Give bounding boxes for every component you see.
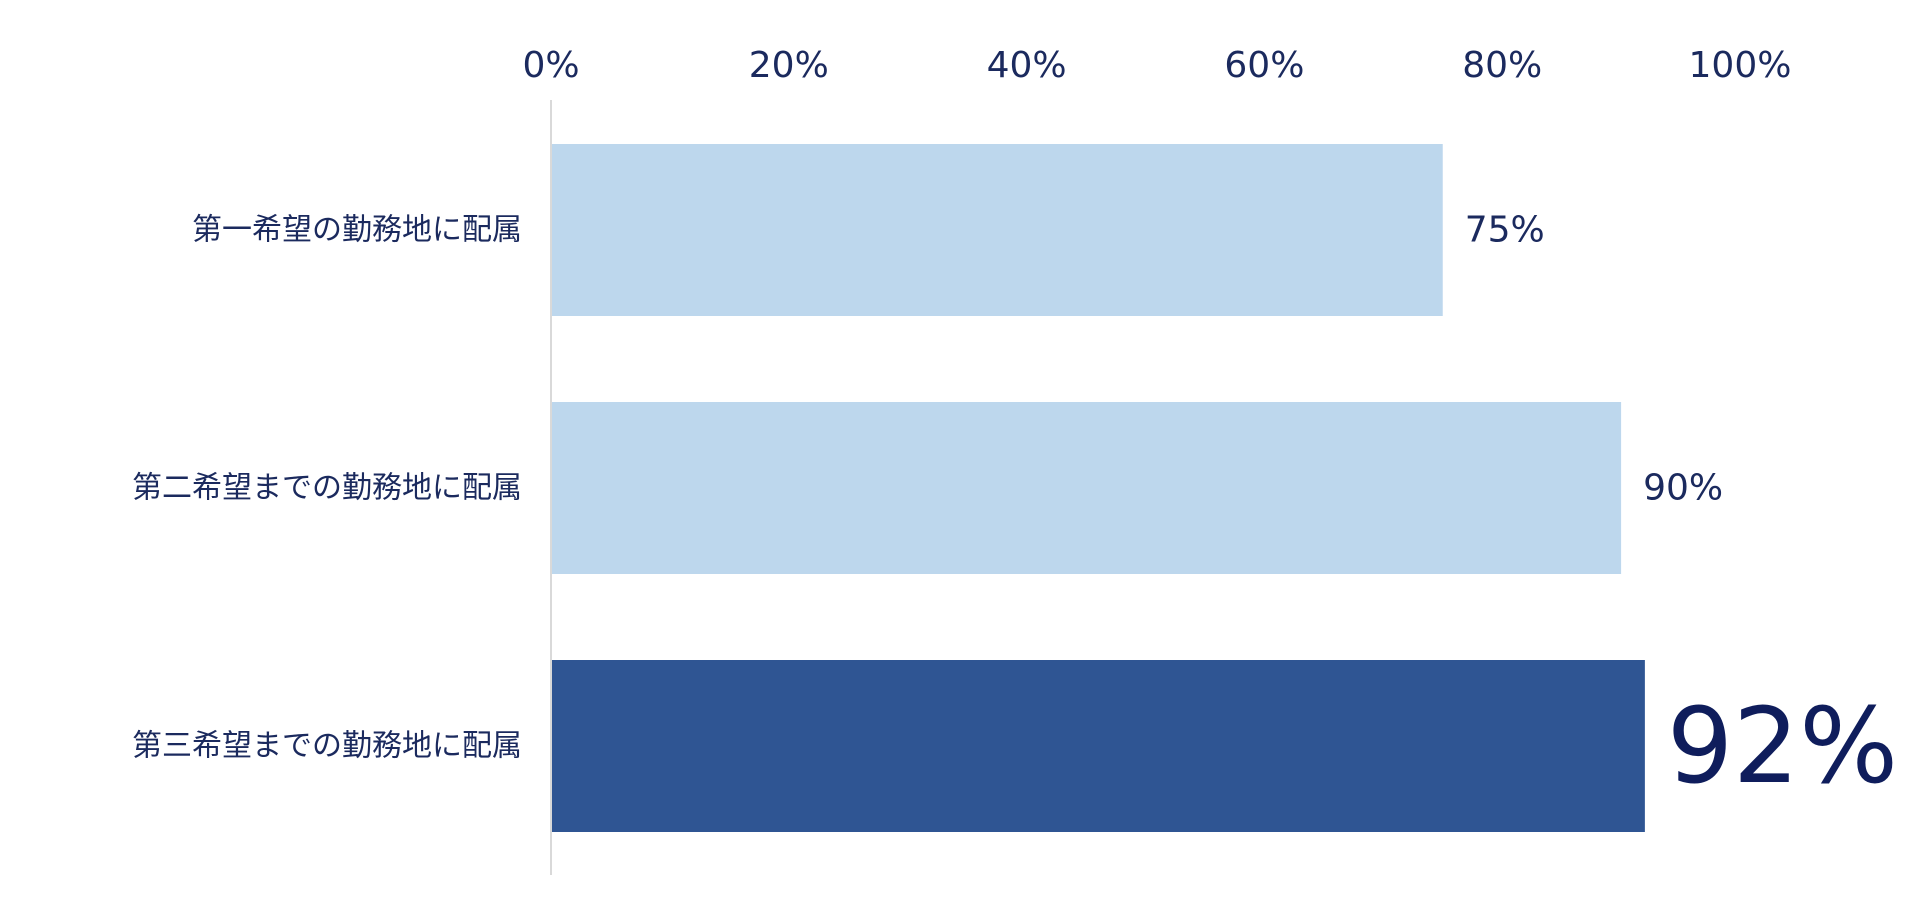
category-label: 第一希望の勤務地に配属 [192,213,522,248]
bar [552,144,1443,316]
value-label-highlight: 92% [1667,685,1898,807]
x-tick-label: 100% [1689,45,1792,86]
x-tick-label: 0% [522,45,579,86]
x-tick-label: 20% [749,45,829,86]
value-label: 90% [1643,468,1723,509]
value-labels: 75% 90% 92% [1465,210,1898,808]
category-label: 第三希望までの勤務地に配属 [132,729,522,764]
x-tick-label: 60% [1224,45,1304,86]
x-tick-label: 40% [987,45,1067,86]
value-label: 75% [1465,210,1545,251]
bar [552,660,1645,832]
x-axis-ticks: 0% 20% 40% 60% 80% 100% [522,45,1791,86]
category-label: 第二希望までの勤務地に配属 [132,471,522,506]
bar [552,402,1622,574]
x-tick-label: 80% [1462,45,1542,86]
bars [552,144,1645,832]
